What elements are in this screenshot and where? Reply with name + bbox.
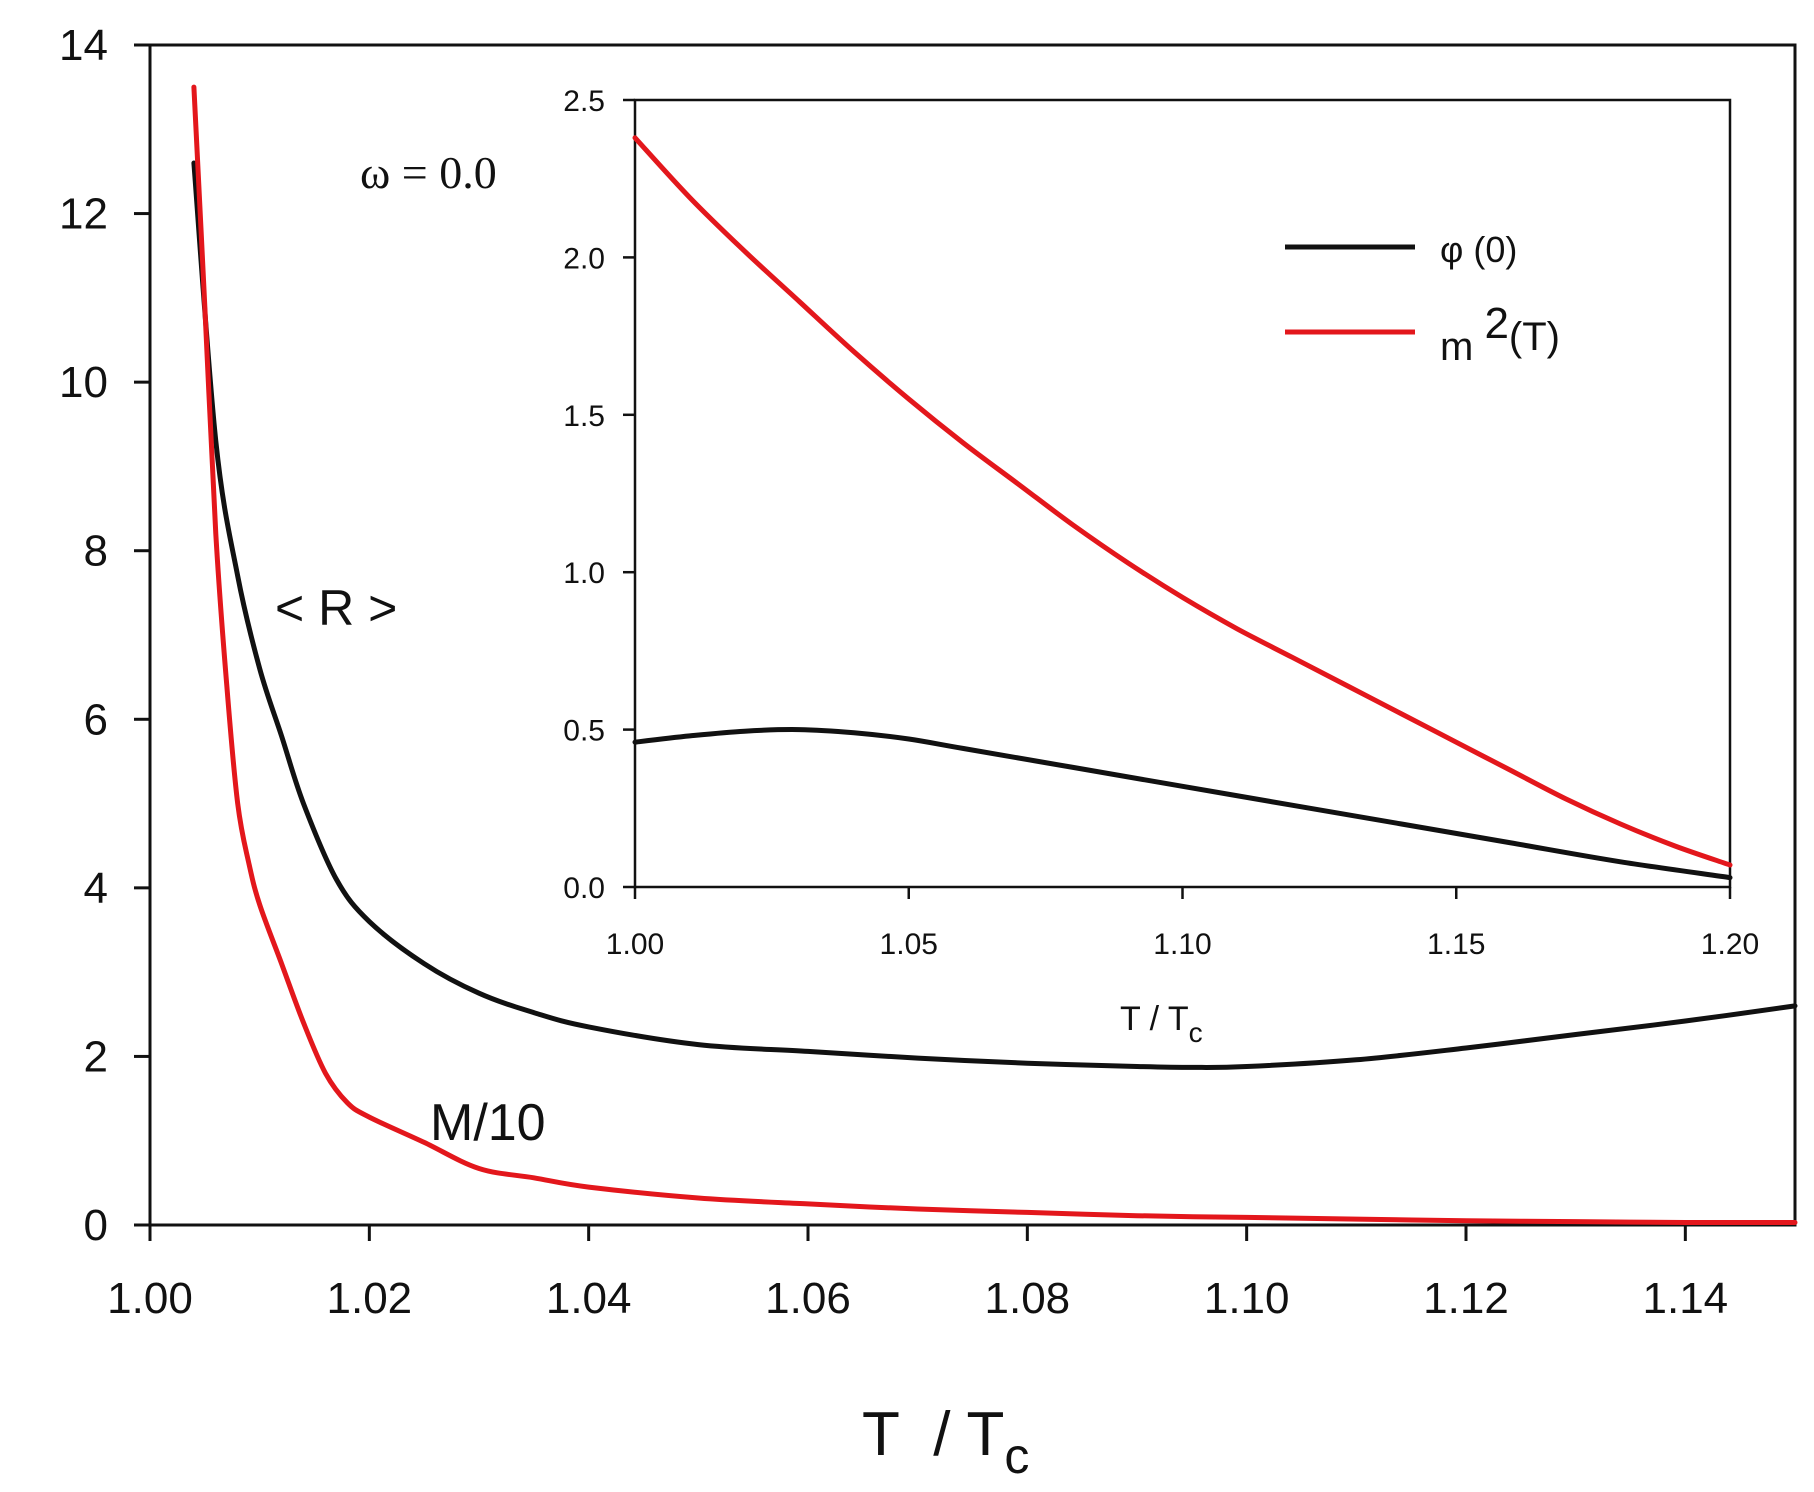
main-x-axis-title: T / Tc (862, 1400, 1029, 1484)
inset-y-tick-label-0: 0.0 (563, 872, 605, 905)
inset-y-tick-label-2: 1.0 (563, 557, 605, 590)
inset-x-axis-title: T / Tc (1120, 1000, 1203, 1048)
main-x-tick-label-3: 1.06 (765, 1274, 851, 1323)
main-x-tick-label-1: 1.02 (327, 1274, 413, 1323)
main-x-tick-label-5: 1.10 (1204, 1274, 1290, 1323)
main-y-tick-label-0: 0 (84, 1201, 108, 1250)
main-x-axis-title-base: T / T (862, 1400, 1004, 1469)
inset-x-ticks: 1.00 1.05 1.10 1.15 1.20 (606, 887, 1759, 961)
inset-x-axis-title-sub: c (1189, 1017, 1203, 1048)
inset-x-axis-title-base: T / T (1120, 1000, 1189, 1038)
inset-series (632, 135, 1733, 881)
inset-x-tick-label-4: 1.20 (1701, 928, 1759, 961)
main-x-tick-label-0: 1.00 (107, 1274, 193, 1323)
main-y-tick-label-1: 2 (84, 1032, 108, 1081)
inset-legend: φ (0) m 2(T) (1285, 229, 1560, 369)
main-series-1 (191, 84, 1798, 1226)
omega-annotation: ω = 0.0 (360, 147, 497, 198)
legend-label-m2-sup: 2 (1484, 299, 1508, 348)
legend-label-m2-base: m (1440, 325, 1484, 369)
inset-x-tick-label-1: 1.05 (880, 928, 938, 961)
inset-background (635, 100, 1730, 887)
main-x-axis-title-sub: c (1004, 1428, 1029, 1484)
main-y-tick-label-2: 4 (84, 864, 108, 913)
inset-x-tick-label-2: 1.10 (1153, 928, 1211, 961)
inset-y-tick-label-3: 1.5 (563, 400, 605, 433)
main-x-tick-label-4: 1.08 (985, 1274, 1071, 1323)
main-x-tick-label-6: 1.12 (1423, 1274, 1509, 1323)
main-x-tick-label-2: 1.04 (546, 1274, 632, 1323)
main-chart: 1.00 1.02 1.04 1.06 1.08 1.10 1.12 1.14 0246810… (59, 21, 1798, 1484)
m-annotation: M/10 (430, 1094, 546, 1152)
r-annotation: < R > (275, 580, 397, 636)
inset-y-tick-label-4: 2.0 (563, 242, 605, 275)
main-y-tick-label-3: 6 (84, 695, 108, 744)
inset-x-tick-label-3: 1.15 (1427, 928, 1485, 961)
main-y-ticks: 0 2 4 6 8 10 12 14 (59, 21, 150, 1250)
main-y-tick-label-4: 8 (84, 527, 108, 576)
inset-series-0 (632, 727, 1733, 881)
main-y-tick-label-6: 12 (59, 190, 108, 239)
inset-y-tick-label-5: 2.5 (563, 85, 605, 118)
inset-y-ticks: 0.0 0.5 1.0 1.5 2.0 2.5 (563, 85, 635, 905)
legend-label-phi: φ (0) (1440, 229, 1517, 270)
main-series-0 (191, 160, 1798, 1070)
inset-x-tick-label-0: 1.00 (606, 928, 664, 961)
main-x-ticks: 1.00 1.02 1.04 1.06 1.08 1.10 1.12 1.14 (107, 1225, 1728, 1323)
inset-chart: 1.00 1.05 1.10 1.15 1.20 0.00.51.01.52.02.5 … (563, 85, 1759, 1048)
main-series (191, 84, 1798, 1226)
legend-label-m2: m 2(T) (1440, 299, 1560, 369)
main-y-tick-label-7: 14 (59, 21, 108, 70)
main-plot-frame (148, 43, 1797, 1227)
legend-label-m2-rest: (T) (1509, 315, 1560, 359)
inset-series-1 (632, 135, 1733, 868)
inset-y-tick-label-1: 0.5 (563, 715, 605, 748)
main-y-tick-label-5: 10 (59, 358, 108, 407)
main-x-tick-label-7: 1.14 (1643, 1274, 1729, 1323)
